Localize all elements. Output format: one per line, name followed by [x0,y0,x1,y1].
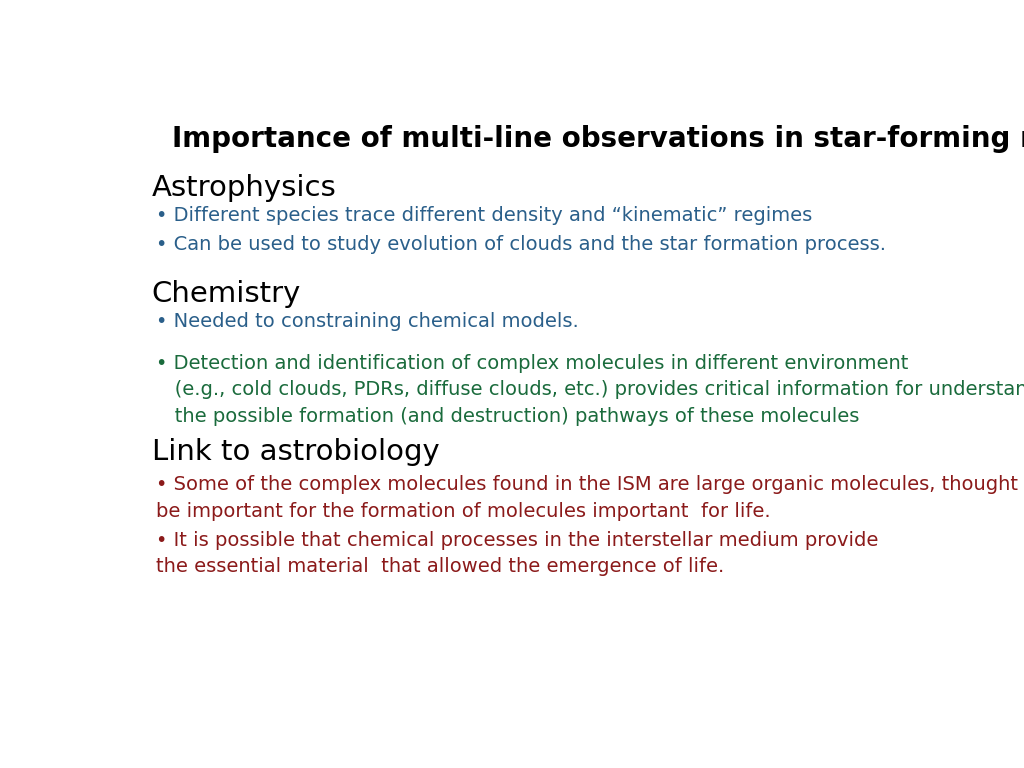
Text: Astrophysics: Astrophysics [152,174,337,202]
Text: • It is possible that chemical processes in the interstellar medium provide
the : • It is possible that chemical processes… [156,531,879,577]
Text: • Needed to constraining chemical models.: • Needed to constraining chemical models… [156,312,579,331]
Text: Link to astrobiology: Link to astrobiology [152,438,439,466]
Text: • Detection and identification of complex molecules in different environment
   : • Detection and identification of comple… [156,353,1024,425]
Text: Importance of multi-line observations in star-forming region / ISM: Importance of multi-line observations in… [172,124,1024,153]
Text: • Different species trace different density and “kinematic” regimes: • Different species trace different dens… [156,206,812,225]
Text: • Some of the complex molecules found in the ISM are large organic molecules, th: • Some of the complex molecules found in… [156,475,1024,521]
Text: • Can be used to study evolution of clouds and the star formation process.: • Can be used to study evolution of clou… [156,235,886,254]
Text: Chemistry: Chemistry [152,280,301,308]
